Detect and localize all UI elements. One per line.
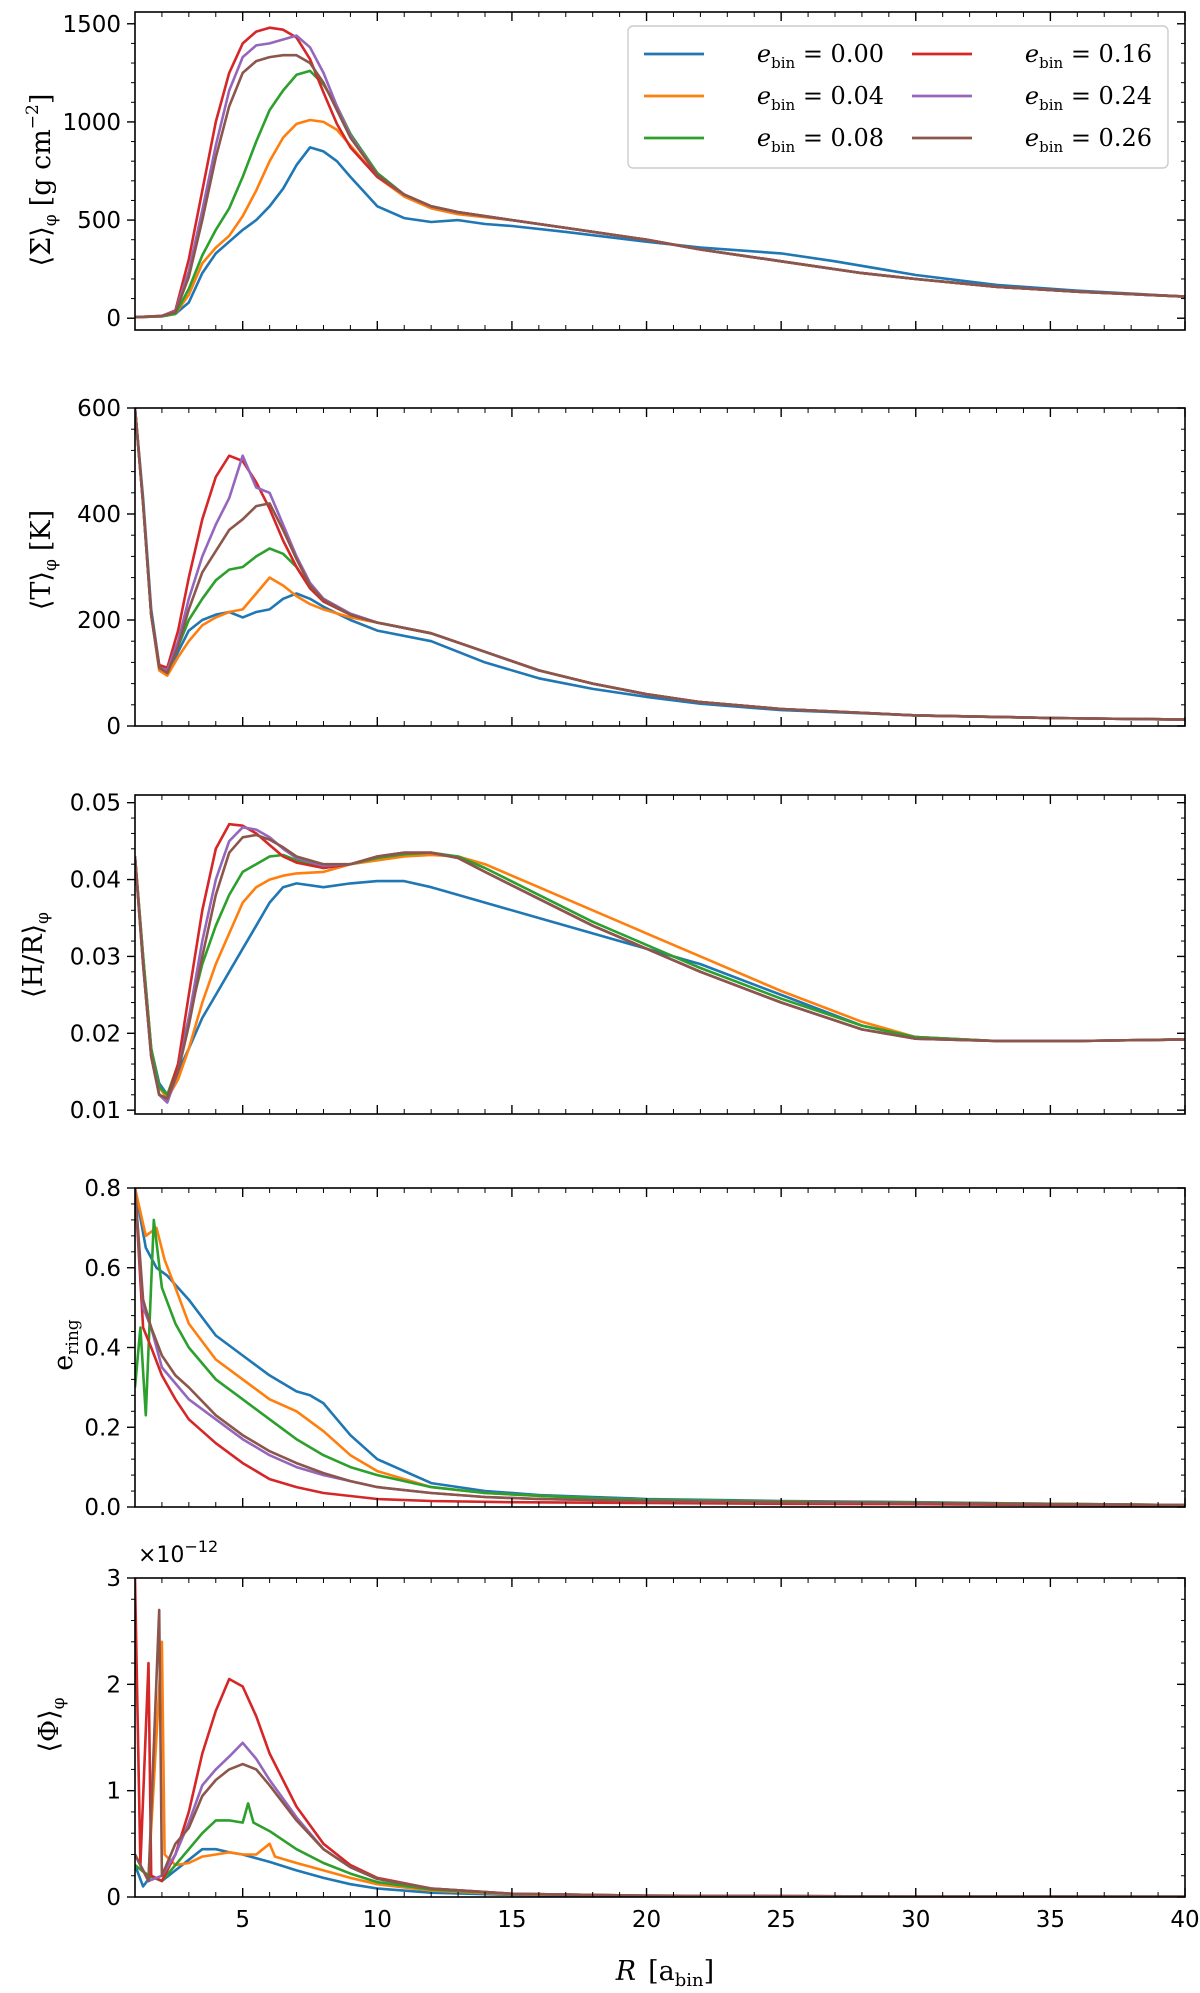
legend-label: ebin = 0.00 xyxy=(757,40,884,72)
series-line-5 xyxy=(135,1188,1185,1507)
series-line-5 xyxy=(135,833,1185,1100)
ytick-label: 0.03 xyxy=(70,944,121,970)
legend: ebin = 0.00 ebin = 0.04 ebin = 0.08 ebin = … xyxy=(627,25,1169,169)
panel-ering: ering 0.0 0.2 0.4 0.6 0.8 xyxy=(48,1176,1186,1521)
xtick-label: 40 xyxy=(1170,1907,1199,1933)
series-line-0 xyxy=(135,408,1185,721)
panel-aspect-ratio: ⟨H/R⟩φ 0.01 0.02 0.03 0.04 0.05 xyxy=(18,791,1186,1124)
ytick-label: 0 xyxy=(106,714,121,740)
panel-temperature: ⟨T⟩φ[K] 0 200 400 600 xyxy=(26,396,1186,740)
series-line-5 xyxy=(135,408,1185,721)
xtick-label: 20 xyxy=(632,1907,661,1933)
xtick-label: 5 xyxy=(235,1907,250,1933)
plot-frame xyxy=(134,794,1186,1115)
series-line-1 xyxy=(135,853,1185,1100)
xtick-label: 25 xyxy=(767,1907,796,1933)
legend-box xyxy=(627,25,1169,169)
ylabel-sigma: ⟨Σ⟩φ[g cm−2] xyxy=(23,94,61,267)
series-line-5 xyxy=(135,53,1185,319)
ytick-label: 0.02 xyxy=(70,1021,121,1047)
ytick-label: 200 xyxy=(77,608,121,634)
phi-multiplier: ×10−12 xyxy=(138,1537,218,1568)
ytick-label: 2 xyxy=(106,1672,121,1698)
ytick-label: 0.0 xyxy=(84,1495,121,1521)
xtick-label: 35 xyxy=(1036,1907,1065,1933)
ytick-label: 3 xyxy=(106,1566,121,1592)
legend-label: ebin = 0.26 xyxy=(1025,124,1152,156)
ylabel-aspect-ratio: ⟨H/R⟩φ xyxy=(18,912,53,998)
ytick-label: 1000 xyxy=(62,110,121,136)
xtick-label: 10 xyxy=(363,1907,392,1933)
legend-label: ebin = 0.04 xyxy=(757,82,884,114)
ytick-label: 0 xyxy=(106,1885,121,1911)
ytick-label: 0.6 xyxy=(84,1256,121,1282)
ytick-label: 600 xyxy=(77,396,121,422)
series-line-0 xyxy=(135,146,1185,319)
ytick-label: 0.8 xyxy=(84,1176,121,1202)
ytick-label: 400 xyxy=(77,502,121,528)
plot-frame xyxy=(134,1577,1186,1898)
xtick-label: 30 xyxy=(901,1907,930,1933)
ytick-label: 0.4 xyxy=(84,1336,121,1362)
xlabel: R [abin] xyxy=(615,1956,714,1991)
ytick-label: 0.2 xyxy=(84,1415,121,1441)
ytick-label: 500 xyxy=(77,208,121,234)
ytick-label: 0.04 xyxy=(70,868,121,894)
ytick-label: 0.01 xyxy=(70,1098,121,1124)
legend-label: ebin = 0.08 xyxy=(757,124,884,156)
plot-frame xyxy=(134,407,1186,727)
ylabel-phi: ⟨Φ⟩φ xyxy=(34,1697,69,1752)
ylabel-ering: ering xyxy=(48,1319,83,1370)
xtick-label: 15 xyxy=(497,1907,526,1933)
ytick-label: 1500 xyxy=(62,12,121,38)
ylabel-temperature: ⟨T⟩φ[K] xyxy=(26,510,61,610)
legend-label: ebin = 0.16 xyxy=(1025,40,1152,72)
ytick-label: 0 xyxy=(106,306,121,332)
legend-label: ebin = 0.24 xyxy=(1025,82,1152,114)
plot-frame xyxy=(134,11,1186,331)
ytick-label: 1 xyxy=(106,1779,121,1805)
ytick-label: 0.05 xyxy=(70,791,121,817)
